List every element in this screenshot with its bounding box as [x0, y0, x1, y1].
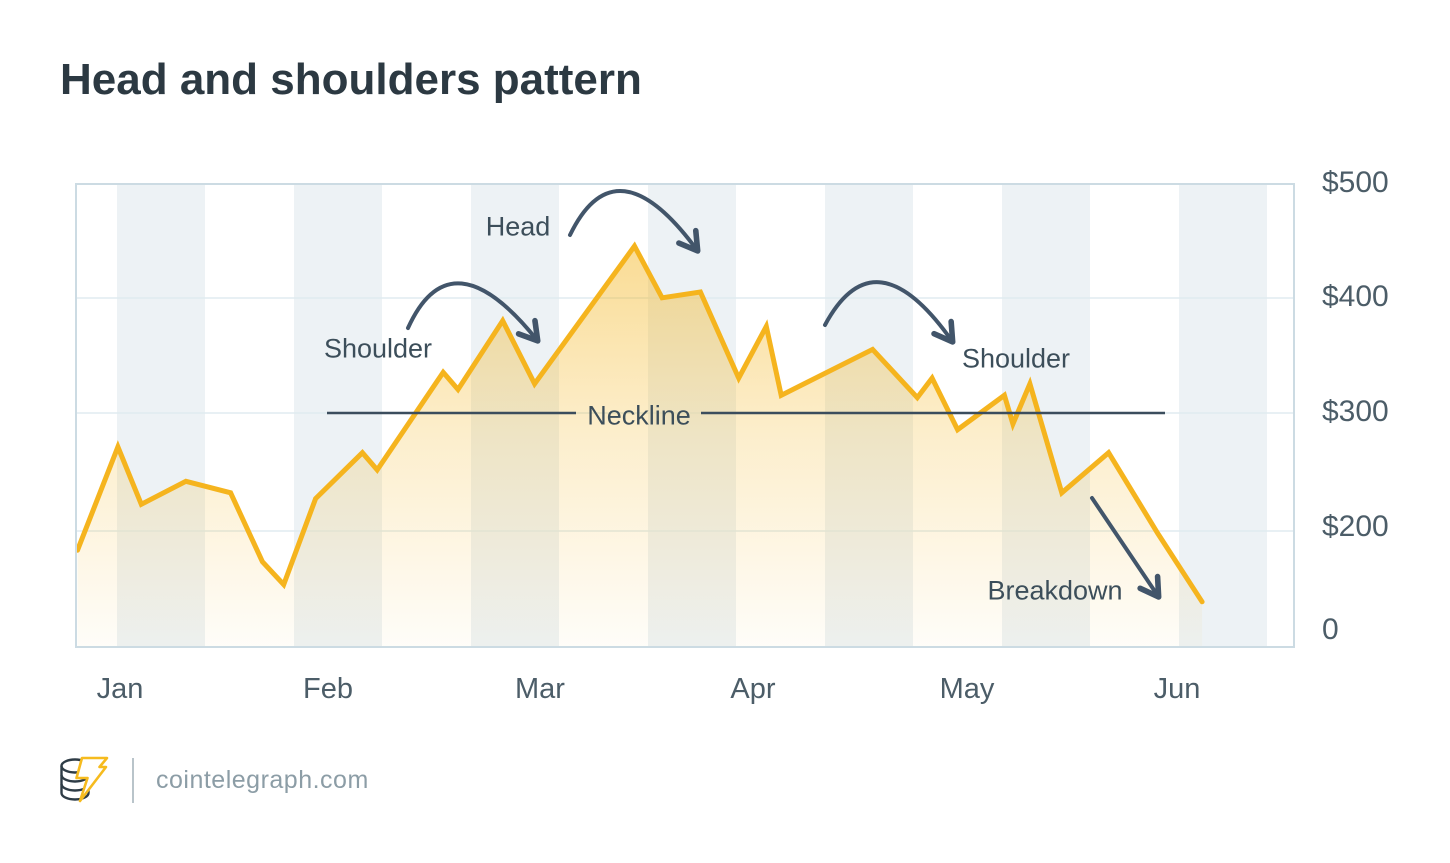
y-tick-200: $200 — [1322, 510, 1389, 543]
annotation-head: Head — [485, 211, 551, 242]
x-tick-may: May — [939, 673, 995, 705]
y-tick-300: $300 — [1322, 395, 1389, 428]
price-area — [77, 246, 1203, 646]
annotation-breakdown: Breakdown — [987, 575, 1123, 606]
cointelegraph-logo-icon — [60, 756, 109, 803]
chart-plot-area — [75, 183, 1295, 648]
x-tick-mar: Mar — [515, 673, 565, 705]
x-tick-apr: Apr — [730, 673, 776, 705]
y-tick-500: $500 — [1322, 166, 1389, 199]
footer-divider — [132, 757, 134, 803]
chart-title: Head and shoulders pattern — [60, 55, 642, 104]
footer: cointelegraph.com — [58, 756, 369, 804]
x-tick-jan: Jan — [96, 673, 144, 705]
annotation-shoulder-right: Shoulder — [961, 343, 1071, 374]
footer-site-text: cointelegraph.com — [156, 765, 369, 794]
price-line — [77, 241, 1205, 605]
y-tick-400: $400 — [1322, 280, 1389, 313]
price-chart-svg — [77, 241, 1293, 646]
x-tick-feb: Feb — [303, 673, 353, 705]
y-tick-0: 0 — [1322, 613, 1339, 646]
annotation-shoulder-left: Shoulder — [323, 333, 433, 364]
x-tick-jun: Jun — [1153, 673, 1201, 705]
annotation-neckline: Neckline — [587, 400, 691, 431]
